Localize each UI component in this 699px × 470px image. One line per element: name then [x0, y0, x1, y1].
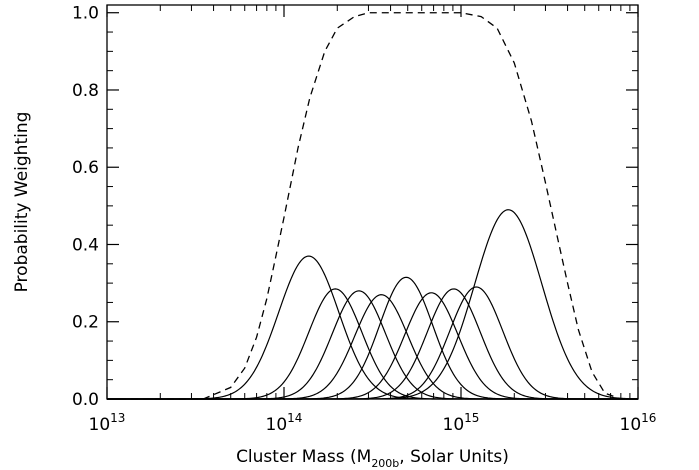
x-tick-label-exponent: 14 — [287, 411, 302, 425]
y-tick-label: 0.4 — [72, 235, 99, 255]
x-axis-label-prefix: Cluster Mass (M — [236, 447, 371, 467]
x-axis-label-suffix: , Solar Units) — [399, 447, 509, 467]
y-tick-label: 0.2 — [72, 313, 99, 333]
x-tick-label: 1013 — [89, 411, 126, 435]
ticks-layer — [106, 5, 639, 400]
x-tick-label-base: 10 — [266, 415, 288, 435]
y-tick-label: 1.0 — [72, 4, 99, 24]
x-tick-label: 1016 — [620, 411, 657, 435]
x-tick-label: 1014 — [266, 411, 303, 435]
x-axis-label: Cluster Mass (M200b, Solar Units) — [236, 447, 509, 470]
y-tick-label: 0.0 — [72, 390, 99, 410]
x-tick-label-base: 10 — [620, 415, 642, 435]
envelope-curve — [107, 12, 638, 400]
y-tick-label: 0.8 — [72, 81, 99, 101]
x-axis-label-subscript: 200b — [371, 457, 399, 470]
x-tick-label-exponent: 16 — [641, 411, 656, 425]
x-tick-label-exponent: 13 — [110, 411, 125, 425]
y-axis-label: Probability Weighting — [12, 112, 32, 293]
x-tick-label-base: 10 — [443, 415, 465, 435]
x-tick-label-exponent: 15 — [464, 411, 479, 425]
x-tick-label-base: 10 — [89, 415, 111, 435]
plot-frame — [106, 4, 639, 400]
x-tick-label: 1015 — [443, 411, 480, 435]
y-tick-label: 0.6 — [72, 158, 99, 178]
